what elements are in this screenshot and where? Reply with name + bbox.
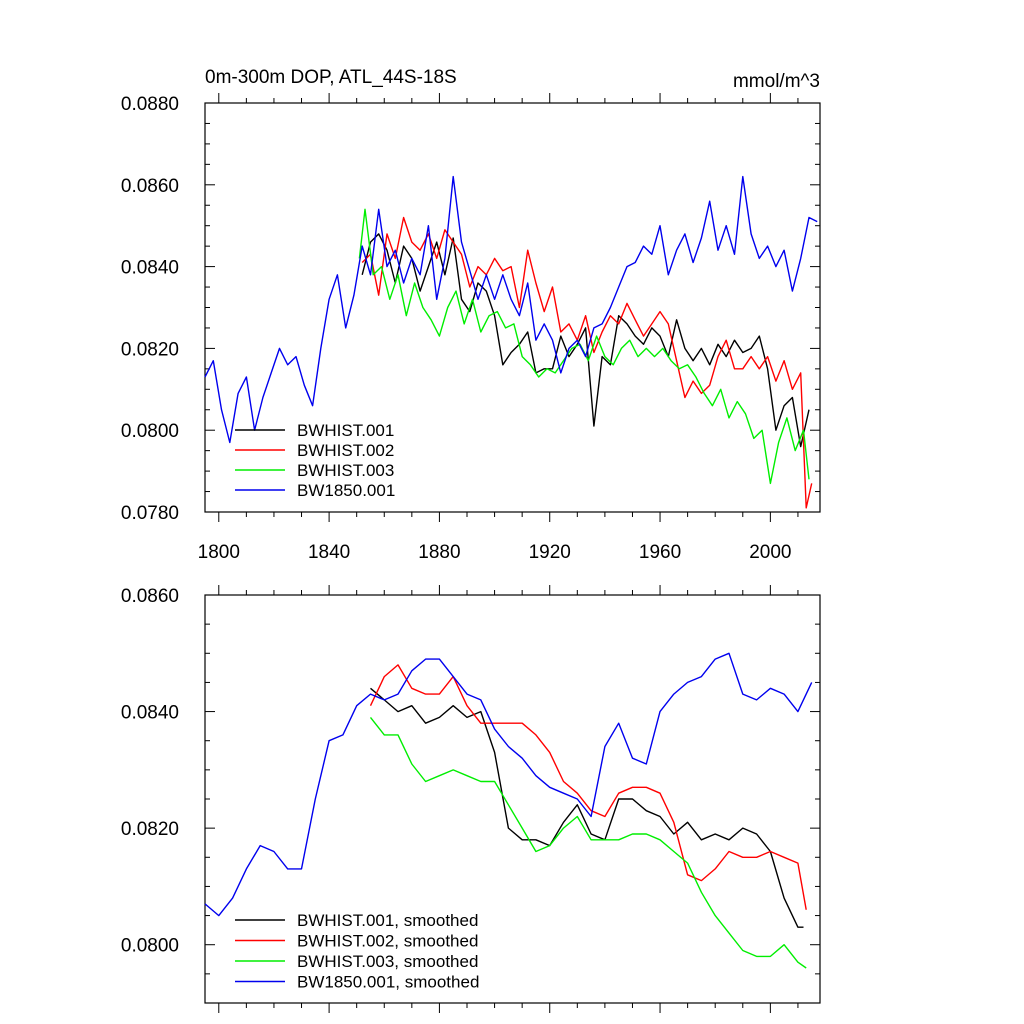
legend-label: BW1850.001 (297, 481, 395, 500)
y-tick-label: 0.0840 (121, 703, 179, 724)
x-tick-label: 1800 (198, 542, 240, 563)
top-panel: 0.0780 0.0800 0.0820 0.0840 0.0860 0.0880 1800… (121, 93, 821, 563)
legend-label: BWHIST.001 (297, 421, 394, 440)
series-line-bw1850-001 (204, 175, 818, 444)
y-tick-label: 0.0780 (121, 503, 179, 524)
top-panel-units: mmol/m^3 (733, 71, 820, 92)
series-line-bw1850-001-smoothed (204, 652, 813, 917)
series-line-bwhist-002 (361, 216, 813, 509)
legend-label: BW1850.001, smoothed (297, 973, 479, 992)
y-tick-label: 0.0880 (121, 94, 179, 115)
top-panel-title: 0m-300m DOP, ATL_44S-18S (205, 67, 457, 88)
legend-label: BWHIST.002, smoothed (297, 932, 478, 951)
x-tick-label: 1840 (308, 542, 350, 563)
series-line-bwhist-003 (358, 208, 810, 485)
y-tick-label: 0.0800 (121, 936, 179, 957)
y-tick-label: 0.0860 (121, 586, 179, 607)
series-line-bwhist-001-smoothed (370, 687, 804, 928)
legend-label: BWHIST.001, smoothed (297, 911, 478, 930)
legend-label: BWHIST.003, smoothed (297, 952, 478, 971)
y-tick-label: 0.0820 (121, 819, 179, 840)
x-tick-label: 1960 (639, 542, 681, 563)
y-tick-label: 0.0820 (121, 339, 179, 360)
series-line-bwhist-003-smoothed (369, 716, 807, 969)
y-tick-label: 0.0860 (121, 176, 179, 197)
legend-label: BWHIST.002 (297, 441, 394, 460)
bottom-panel: 0.0800 0.0820 0.0840 0.0860 BWHIST.001, smoo… (121, 585, 821, 1013)
x-tick-label: 1880 (418, 542, 460, 563)
x-tick-label: 2000 (749, 542, 791, 563)
legend-label: BWHIST.003 (297, 461, 394, 480)
series-line-bwhist-002-smoothed (369, 664, 807, 910)
y-tick-label: 0.0840 (121, 258, 179, 279)
series-line-bwhist-001 (361, 233, 810, 448)
y-tick-label: 0.0800 (121, 421, 179, 442)
x-tick-label: 1920 (529, 542, 571, 563)
